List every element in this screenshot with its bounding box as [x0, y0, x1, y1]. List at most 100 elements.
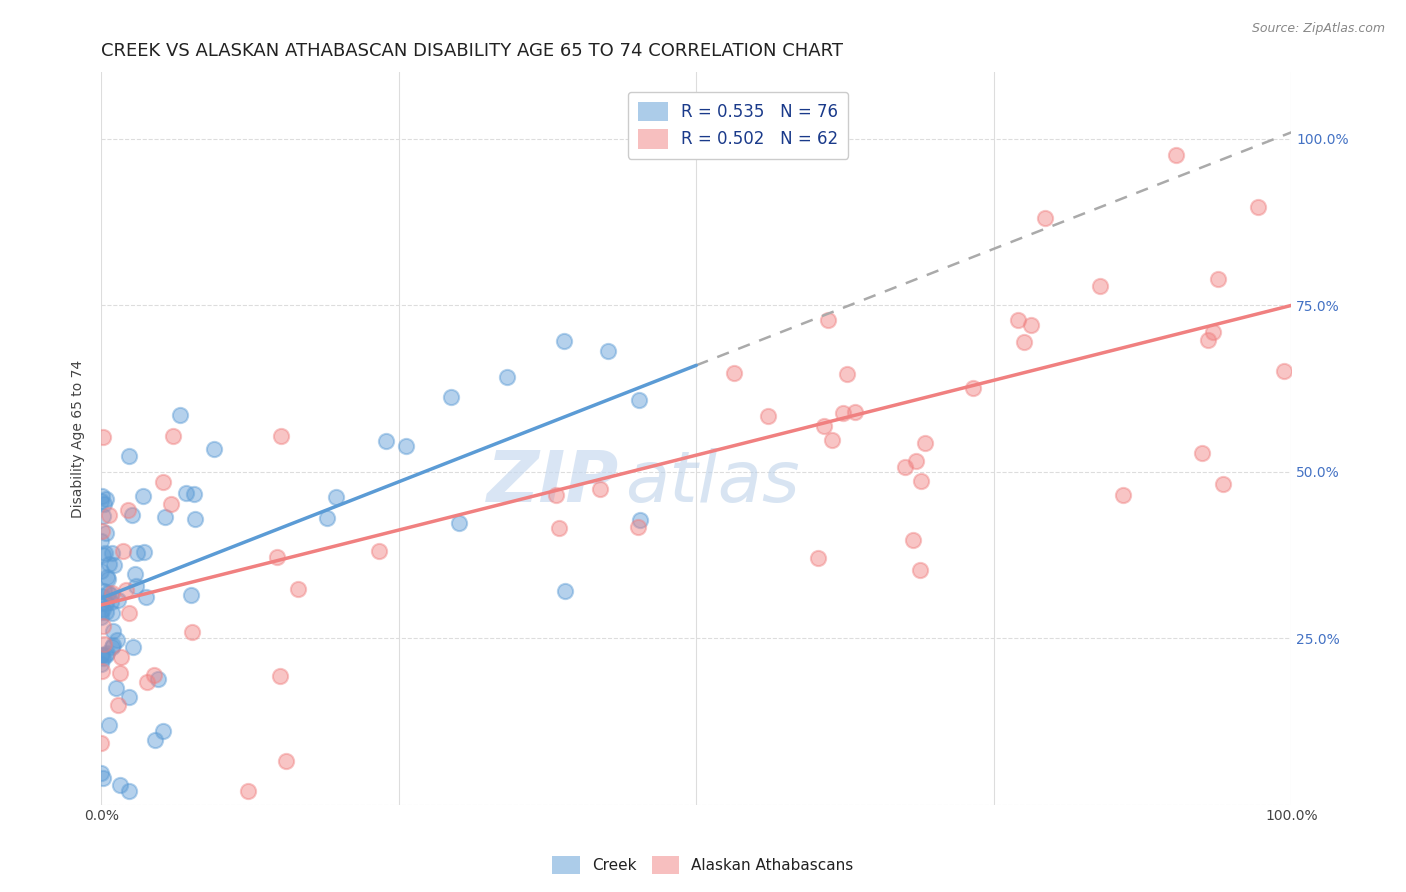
- Point: [93, 546, 115, 560]
- Point: [756, 409, 779, 423]
- Text: ZIP: ZIP: [486, 448, 619, 517]
- Point: [723, 366, 745, 380]
- Point: [202, 442, 225, 457]
- Point: [97, 573, 120, 587]
- Point: [122, 640, 145, 655]
- Point: [91, 772, 114, 786]
- Point: [440, 390, 463, 404]
- Point: [97, 718, 120, 732]
- Point: [553, 334, 575, 348]
- Point: [118, 690, 141, 705]
- Point: [1033, 211, 1056, 225]
- Point: [93, 584, 115, 599]
- Point: [908, 563, 931, 577]
- Point: [90, 524, 112, 539]
- Point: [101, 606, 124, 620]
- Point: [94, 596, 117, 610]
- Point: [91, 548, 114, 562]
- Point: [162, 428, 184, 442]
- Point: [90, 589, 112, 603]
- Point: [101, 545, 124, 559]
- Point: [90, 610, 112, 624]
- Point: [115, 583, 138, 598]
- Point: [844, 405, 866, 419]
- Point: [627, 520, 650, 534]
- Text: atlas: atlas: [624, 448, 800, 517]
- Point: [100, 595, 122, 609]
- Point: [107, 698, 129, 713]
- Point: [125, 545, 148, 559]
- Point: [90, 534, 112, 549]
- Point: [91, 430, 114, 444]
- Point: [152, 723, 174, 738]
- Point: [817, 312, 839, 326]
- Point: [176, 486, 198, 500]
- Point: [90, 493, 112, 508]
- Point: [270, 429, 292, 443]
- Point: [143, 667, 166, 681]
- Y-axis label: Disability Age 65 to 74: Disability Age 65 to 74: [72, 359, 86, 517]
- Point: [236, 784, 259, 798]
- Point: [110, 650, 132, 665]
- Point: [598, 344, 620, 359]
- Point: [169, 408, 191, 422]
- Point: [90, 489, 112, 503]
- Point: [368, 543, 391, 558]
- Point: [105, 633, 128, 648]
- Point: [905, 454, 928, 468]
- Point: [903, 533, 925, 548]
- Point: [1021, 318, 1043, 332]
- Point: [316, 510, 339, 524]
- Point: [132, 489, 155, 503]
- Point: [1014, 335, 1036, 350]
- Point: [547, 521, 569, 535]
- Point: [108, 778, 131, 792]
- Point: [1111, 488, 1133, 502]
- Point: [90, 648, 112, 662]
- Point: [117, 503, 139, 517]
- Point: [94, 605, 117, 619]
- Point: [914, 435, 936, 450]
- Point: [837, 367, 859, 381]
- Point: [180, 588, 202, 602]
- Point: [121, 508, 143, 522]
- Point: [90, 596, 112, 610]
- Point: [143, 732, 166, 747]
- Point: [1206, 272, 1229, 286]
- Point: [546, 488, 568, 502]
- Point: [1191, 446, 1213, 460]
- Point: [375, 434, 398, 448]
- Point: [287, 582, 309, 597]
- Point: [627, 392, 650, 407]
- Legend: R = 0.535   N = 76, R = 0.502   N = 62: R = 0.535 N = 76, R = 0.502 N = 62: [627, 92, 848, 159]
- Point: [101, 586, 124, 600]
- Point: [1247, 201, 1270, 215]
- Point: [813, 419, 835, 434]
- Point: [325, 491, 347, 505]
- Point: [91, 602, 114, 616]
- Point: [93, 497, 115, 511]
- Point: [831, 406, 853, 420]
- Point: [274, 755, 297, 769]
- Point: [104, 681, 127, 695]
- Point: [155, 510, 177, 524]
- Point: [91, 648, 114, 663]
- Point: [183, 487, 205, 501]
- Point: [125, 578, 148, 592]
- Point: [90, 564, 112, 578]
- Text: Source: ZipAtlas.com: Source: ZipAtlas.com: [1251, 22, 1385, 36]
- Point: [90, 657, 112, 671]
- Point: [90, 736, 112, 750]
- Point: [91, 664, 114, 678]
- Point: [136, 675, 159, 690]
- Point: [962, 381, 984, 395]
- Point: [94, 492, 117, 507]
- Point: [821, 434, 844, 448]
- Point: [101, 638, 124, 652]
- Point: [449, 516, 471, 531]
- Point: [1088, 278, 1111, 293]
- Point: [1197, 333, 1219, 347]
- Point: [807, 551, 830, 566]
- Point: [100, 588, 122, 602]
- Point: [269, 669, 291, 683]
